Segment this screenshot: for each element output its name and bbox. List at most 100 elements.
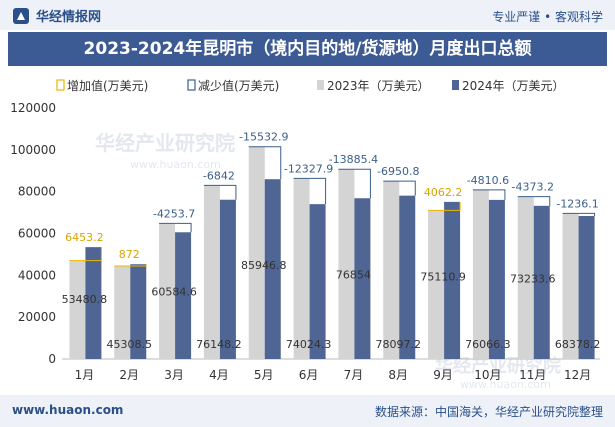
- legend-label: 2023年（万美元）: [327, 79, 430, 93]
- y-tick-label: 40000: [18, 268, 56, 282]
- bar-2023: [114, 266, 131, 359]
- change-label: 4062.2: [424, 186, 463, 199]
- bar-2024: [130, 264, 147, 359]
- value-label-2024: 60584.6: [151, 286, 197, 299]
- change-label: -4253.7: [153, 207, 195, 220]
- bar-2024: [444, 201, 461, 359]
- bar-2023: [248, 146, 265, 359]
- change-label: -6950.8: [377, 165, 419, 178]
- change-label: -4810.6: [467, 174, 509, 187]
- value-label-2024: 45308.5: [107, 338, 153, 351]
- bar-2024: [309, 204, 326, 359]
- value-label-2024: 76148.2: [196, 338, 242, 351]
- brand: 华经情报网: [12, 6, 101, 25]
- legend-swatch: [317, 80, 324, 90]
- chart-title: 2023-2024年昆明市（境内目的地/货源地）月度出口总额: [83, 39, 532, 59]
- decrease-marker: [203, 184, 237, 200]
- bar-2023: [293, 178, 310, 359]
- top-bar: 华经情报网 专业严谨 • 客观科学: [0, 0, 615, 30]
- bar-2024: [85, 247, 102, 359]
- data-source: 数据来源：中国海关，华经产业研究院整理: [374, 405, 603, 419]
- x-tick-label: 1月: [75, 368, 95, 382]
- increase-marker: [428, 201, 461, 211]
- bar-2024: [578, 215, 595, 359]
- watermark: 华经产业研究院: [435, 355, 561, 377]
- value-label-2024: 73233.6: [510, 272, 556, 285]
- value-label-2024: 76854: [336, 269, 371, 282]
- bar-2024: [533, 205, 550, 359]
- bar-2023: [428, 210, 445, 359]
- bar-2023: [338, 169, 355, 359]
- value-label-2024: 75110.9: [420, 270, 466, 283]
- value-label-2024: 68378.2: [555, 338, 601, 351]
- legend-swatch: [56, 79, 65, 91]
- x-tick-label: 10月: [474, 368, 501, 382]
- slogan: 专业严谨 • 客观科学: [492, 10, 603, 24]
- value-label-2024: 78097.2: [376, 338, 422, 351]
- change-label: 6453.2: [65, 231, 104, 244]
- bar-2024: [399, 195, 416, 359]
- y-tick-label: 120000: [10, 101, 56, 115]
- x-tick-label: 4月: [209, 368, 229, 382]
- x-tick-label: 9月: [433, 368, 453, 382]
- change-label: -4373.2: [512, 181, 554, 194]
- y-tick-label: 100000: [10, 143, 56, 157]
- x-tick-label: 8月: [388, 368, 408, 382]
- footer: www.huaon.com 数据来源：中国海关，华经产业研究院整理: [0, 395, 615, 427]
- decrease-marker: [338, 168, 371, 199]
- bar-2024: [219, 199, 236, 359]
- decrease-marker: [248, 146, 282, 180]
- legend-label: 减少值(万美元): [198, 78, 279, 93]
- bar-2023: [517, 196, 534, 359]
- watermark: 华经产业研究院: [95, 131, 235, 155]
- bar-2024: [488, 199, 505, 359]
- brand-logo-icon: [13, 7, 29, 24]
- y-tick-label: 20000: [18, 310, 56, 324]
- legend-label: 2024年（万美元）: [462, 79, 565, 93]
- increase-marker: [114, 264, 147, 267]
- x-tick-label: 11月: [519, 368, 546, 382]
- decrease-marker: [562, 212, 596, 216]
- change-label: -6842: [203, 169, 235, 182]
- value-label-2024: 74024.3: [286, 338, 332, 351]
- bar-2024: [175, 232, 192, 359]
- bar-2023: [562, 213, 579, 359]
- y-tick-label: 80000: [18, 185, 56, 199]
- change-label: -13885.4: [329, 153, 378, 166]
- bar-2023: [159, 223, 176, 359]
- watermark-url: www.huaon.com: [130, 158, 221, 171]
- change-label: -12327.9: [284, 162, 333, 175]
- watermark-url: www.huaon.com: [460, 378, 551, 391]
- y-tick-label: 0: [48, 352, 56, 366]
- value-label-2024: 85946.8: [241, 259, 287, 272]
- bar-chart: 华经产业研究院www.huaon.com华经产业研究院www.huaon.com…: [10, 78, 601, 391]
- bar-2023: [383, 181, 400, 359]
- bar-2023: [472, 189, 489, 359]
- change-label: 872: [119, 248, 140, 261]
- change-label: -15532.9: [239, 131, 288, 144]
- bar-2024: [264, 179, 281, 359]
- decrease-marker: [517, 196, 551, 206]
- y-tick-label: 60000: [18, 227, 56, 241]
- legend-swatch: [452, 80, 459, 90]
- bar-2024: [354, 198, 371, 359]
- brand-name: 华经情报网: [36, 10, 102, 25]
- x-tick-label: 6月: [299, 368, 319, 382]
- change-label: -1236.1: [556, 197, 598, 210]
- legend-swatch: [187, 79, 196, 91]
- footer-url: www.huaon.com: [12, 403, 124, 417]
- decrease-marker: [383, 180, 416, 196]
- increase-marker: [69, 247, 102, 262]
- x-tick-label: 5月: [254, 368, 274, 382]
- bar-2023: [69, 260, 86, 359]
- x-tick-label: 7月: [344, 368, 364, 382]
- decrease-marker: [159, 222, 192, 233]
- legend-label: 增加值(万美元): [67, 78, 148, 93]
- x-tick-label: 3月: [164, 368, 184, 382]
- x-tick-label: 12月: [564, 368, 591, 382]
- decrease-marker: [293, 177, 327, 205]
- bar-2023: [203, 185, 220, 359]
- decrease-marker: [472, 189, 506, 200]
- title-bar: 2023-2024年昆明市（境内目的地/货源地）月度出口总额: [8, 32, 607, 66]
- x-tick-label: 2月: [119, 368, 139, 382]
